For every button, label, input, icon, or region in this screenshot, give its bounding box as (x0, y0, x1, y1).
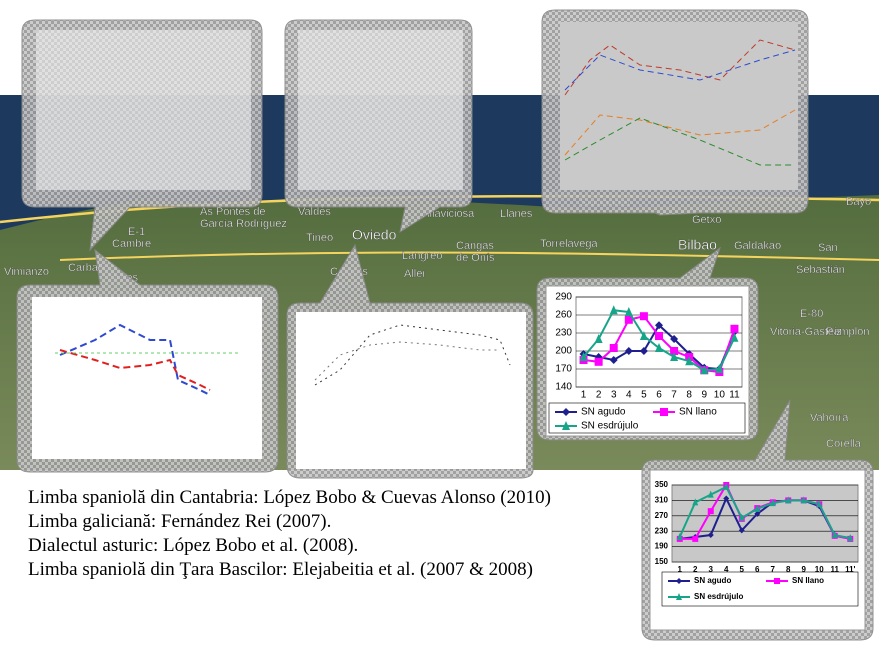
x-tick-label: 7 (671, 390, 677, 401)
marker (610, 344, 618, 352)
map-label: Vahorra (810, 412, 849, 424)
y-tick-label: 230 (555, 328, 572, 339)
figure-panel (296, 312, 526, 469)
map-label: E-80 (800, 308, 823, 320)
y-tick-label: 260 (555, 310, 572, 321)
map-label: Bilbao (678, 237, 717, 253)
x-tick-label: 4 (626, 390, 632, 401)
x-tick-label: 3 (611, 390, 617, 401)
map-label: Tineo (306, 232, 333, 244)
map-label: Cambre (112, 238, 151, 250)
map-label: Bayo (846, 196, 871, 208)
marker (774, 578, 780, 584)
map-label: de Onís (456, 252, 495, 264)
legend-label: SN llano (679, 407, 717, 418)
y-tick-label: 140 (555, 382, 572, 393)
marker (708, 508, 714, 514)
x-tick-label: 2 (596, 390, 602, 401)
x-tick-label: 5 (641, 390, 647, 401)
figure-panel (32, 297, 262, 459)
legend-label: SN llano (792, 576, 824, 585)
plot-area (672, 485, 858, 562)
y-tick-label: 150 (655, 557, 669, 566)
legend (662, 572, 858, 606)
marker (730, 325, 738, 333)
map-label: San (818, 242, 838, 254)
y-tick-label: 270 (655, 511, 669, 520)
map-label: Cangas (456, 240, 494, 252)
map-label: Langreo (402, 250, 442, 262)
figure-panel (560, 22, 798, 190)
map-label: E-1 (128, 226, 145, 238)
map-label: Vimianzo (4, 266, 49, 278)
map-label: Galdakao (734, 240, 781, 252)
x-tick-label: 1 (581, 390, 587, 401)
marker (640, 312, 648, 320)
marker (692, 536, 698, 542)
legend-label: SN agudo (694, 576, 731, 585)
legend-label: SN esdrújulo (581, 421, 639, 432)
map-label: Vitoria-Gasteiz (770, 326, 842, 338)
y-tick-label: 230 (655, 526, 669, 535)
y-tick-label: 350 (655, 480, 669, 489)
x-tick-label: 11 (729, 390, 740, 401)
map-label: As Pontes de (200, 206, 265, 218)
map-label: García Rodríguez (200, 218, 287, 230)
marker (660, 408, 668, 416)
x-tick-label: 9 (701, 390, 707, 401)
scene: E-1As Pontes deGarcía RodríguezCambreCar… (0, 0, 879, 653)
map-label: Getxo (692, 214, 721, 226)
y-tick-label: 200 (555, 346, 572, 357)
figure-panel (36, 30, 251, 190)
figure-panel (298, 30, 463, 190)
y-tick-label: 170 (555, 364, 572, 375)
legend-label: SN esdrújulo (694, 592, 743, 601)
y-tick-label: 190 (655, 542, 669, 551)
x-tick-label: 6 (656, 390, 662, 401)
x-tick-label: 8 (686, 390, 692, 401)
y-tick-label: 310 (655, 496, 669, 505)
legend-label: SN agudo (581, 407, 626, 418)
map-label: Valdés (298, 206, 331, 218)
y-tick-label: 290 (555, 292, 572, 303)
slide: Limba spaniolă din Cantabria: López Bobo… (0, 0, 879, 653)
map-label: Sebastián (796, 264, 845, 276)
map-label: Torrelavega (540, 238, 598, 250)
marker (655, 332, 663, 340)
map-label: Llanes (500, 208, 533, 220)
map-label: Oviedo (352, 227, 397, 243)
map-label: Corella (826, 438, 862, 450)
map-label: Aller (404, 268, 426, 280)
x-tick-label: 10 (714, 390, 726, 401)
marker (595, 358, 603, 366)
